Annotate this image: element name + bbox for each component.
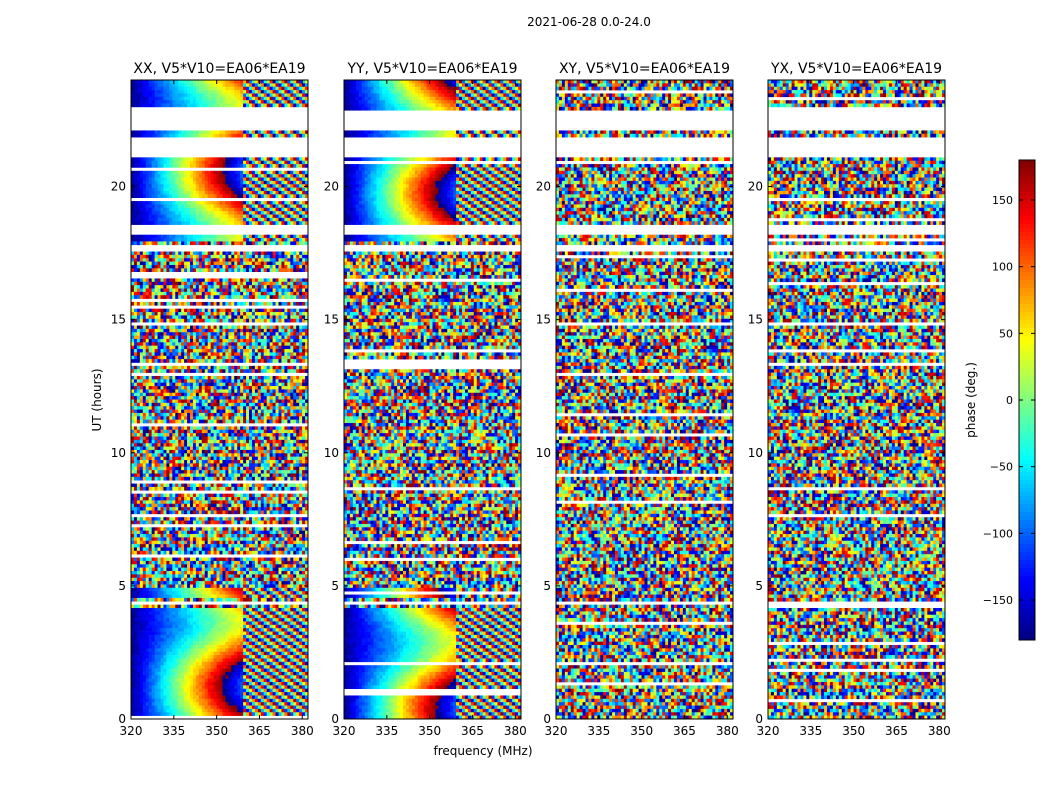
phase-raster [344, 80, 522, 720]
x-tick-label: 335 [799, 724, 822, 738]
colorbar-tick-label: −150 [983, 594, 1013, 607]
y-tick-label: 10 [536, 446, 551, 460]
y-tick-label: 5 [331, 579, 339, 593]
x-tick-label: 365 [885, 724, 908, 738]
x-tick-label: 350 [630, 724, 653, 738]
phase-raster [131, 80, 309, 716]
colorbar-gradient [1019, 160, 1035, 641]
x-tick-label: 350 [418, 724, 441, 738]
y-tick-label: 0 [543, 712, 551, 726]
y-tick-label: 0 [331, 712, 339, 726]
y-tick-label: 5 [755, 579, 763, 593]
panel-yy: YY, V5*V10=EA06*EA19 320 335 350 365 380 0 5 10 1… [324, 61, 527, 738]
x-tick-label: 380 [716, 724, 739, 738]
x-tick-label: 380 [504, 724, 527, 738]
figure-title: 2021-06-28 0.0-24.0 [527, 15, 651, 29]
colorbar: 150 100 50 0 −50 −100 −150 [983, 159, 1036, 641]
panel-title: YX, V5*V10=EA06*EA19 [770, 61, 942, 77]
colorbar-tick-label: 100 [992, 261, 1013, 274]
plot-frame [555, 79, 734, 720]
panel-xy: XY, V5*V10=EA06*EA19 320 335 350 365 380 0 5 10 1… [536, 61, 739, 738]
x-tick-label: 365 [673, 724, 696, 738]
panel-yx: YX, V5*V10=EA06*EA19 320 335 350 365 380 0 5 10 1… [748, 61, 951, 738]
x-tick-label: 365 [461, 724, 484, 738]
colorbar-tick-label: −50 [990, 461, 1013, 474]
panel-xx: XX, V5*V10=EA06*EA19 320 335 350 365 380 0 5 10 1… [111, 61, 314, 738]
y-axis-label: UT (hours) [90, 368, 104, 431]
colorbar-label: phase (deg.) [964, 362, 978, 438]
y-tick-label: 15 [324, 313, 339, 327]
x-tick-label: 380 [928, 724, 951, 738]
y-tick-label: 20 [111, 180, 126, 194]
x-tick-label: 335 [375, 724, 398, 738]
panel-title: YY, V5*V10=EA06*EA19 [346, 61, 517, 77]
x-tick-label: 335 [162, 724, 185, 738]
y-tick-label: 15 [536, 313, 551, 327]
phase-raster [768, 80, 946, 720]
panel-title: XX, V5*V10=EA06*EA19 [133, 61, 305, 77]
y-tick-label: 15 [111, 313, 126, 327]
y-tick-label: 20 [748, 180, 763, 194]
plot-frame [767, 79, 946, 720]
panel-title: XY, V5*V10=EA06*EA19 [559, 61, 730, 77]
y-tick-label: 5 [543, 579, 551, 593]
x-tick-label: 350 [842, 724, 865, 738]
y-tick-label: 15 [748, 313, 763, 327]
phase-raster [556, 80, 734, 720]
x-tick-label: 365 [248, 724, 271, 738]
x-tick-label: 350 [205, 724, 228, 738]
y-tick-label: 20 [324, 180, 339, 194]
y-tick-label: 20 [536, 180, 551, 194]
x-tick-label: 320 [757, 724, 780, 738]
y-tick-label: 0 [118, 712, 126, 726]
colorbar-tick-label: 0 [1006, 394, 1013, 407]
y-tick-label: 10 [111, 446, 126, 460]
y-tick-label: 10 [324, 446, 339, 460]
panels: XX, V5*V10=EA06*EA19 320 335 350 365 380 0 5 10 1… [111, 61, 951, 738]
colorbar-tick-label: 150 [992, 194, 1013, 207]
plot-frame [130, 79, 309, 720]
x-axis-label: frequency (MHz) [433, 744, 532, 758]
x-tick-label: 320 [333, 724, 356, 738]
colorbar-tick-label: −100 [983, 527, 1013, 540]
y-tick-label: 10 [748, 446, 763, 460]
y-tick-label: 0 [755, 712, 763, 726]
x-tick-label: 335 [587, 724, 610, 738]
plot-frame [343, 79, 522, 720]
y-tick-label: 5 [118, 579, 126, 593]
x-tick-label: 320 [120, 724, 143, 738]
colorbar-tick-label: 50 [999, 327, 1013, 340]
x-tick-label: 380 [291, 724, 314, 738]
x-tick-label: 320 [545, 724, 568, 738]
